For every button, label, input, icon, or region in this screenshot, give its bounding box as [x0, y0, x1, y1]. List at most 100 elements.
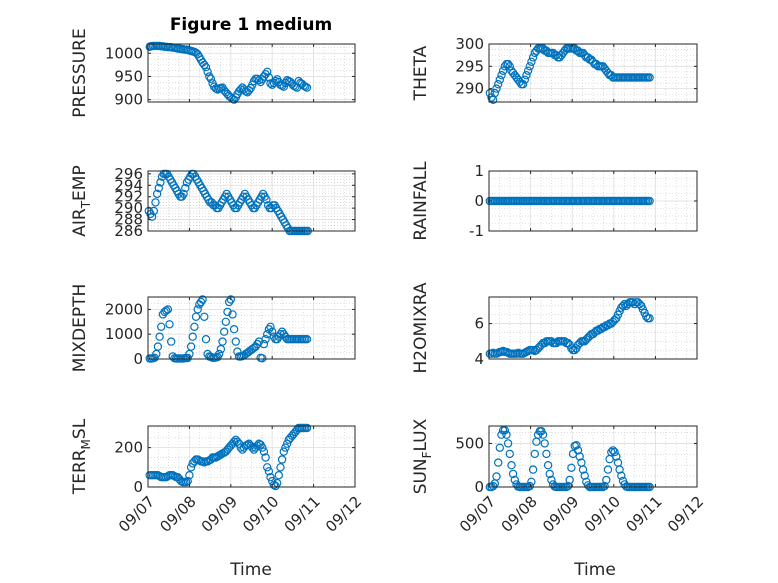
axes-box [147, 425, 356, 488]
data-point [543, 461, 553, 470]
data-point [645, 314, 654, 323]
series-pressure [145, 41, 312, 104]
y-tick-label: 4 [474, 350, 484, 368]
data-point [494, 79, 503, 89]
data-point [261, 335, 270, 344]
data-point [615, 465, 624, 474]
data-point [490, 88, 499, 98]
data-point [545, 469, 554, 479]
axes-box [147, 170, 356, 232]
y-tick-label: 286 [114, 222, 143, 240]
data-point [565, 475, 574, 485]
y-tick-label: 6 [474, 315, 484, 333]
series-mixdepth [145, 295, 312, 363]
subplot-mixdepth: 0 1000 2000 MIXDEPTH [70, 284, 356, 373]
data-point [507, 461, 516, 470]
data-point [522, 70, 531, 80]
y-tick-label: 290 [455, 80, 484, 98]
subplot-h2omixra: 4 6 H2OMIXRA [411, 282, 698, 374]
axes-box [147, 296, 356, 360]
y-label-subscript: T [79, 200, 93, 209]
y-label-main: TERR [70, 449, 90, 495]
figure-title: Figure 1 medium [170, 15, 332, 35]
y-tick-label: 200 [114, 439, 143, 457]
axes-box [147, 43, 356, 103]
data-point [580, 471, 589, 480]
y-tick-label: 296 [114, 165, 143, 183]
data-point [508, 469, 518, 479]
data-point [495, 75, 504, 84]
data-point [266, 79, 275, 88]
data-point [567, 463, 576, 472]
y-tick-label: -1 [469, 222, 484, 240]
data-point [302, 335, 312, 344]
data-point [262, 195, 271, 204]
data-point [231, 337, 240, 346]
subplot-theta: 290 295 300 THETA [411, 35, 698, 105]
data-point [264, 73, 274, 82]
series-sun-flux [485, 426, 654, 492]
y-label-rest: EMP [70, 165, 90, 201]
data-point [498, 66, 508, 76]
x-axis-label-left: Time [229, 560, 272, 580]
y-tick-label: 950 [114, 67, 143, 85]
axes-box [488, 425, 698, 488]
data-point [302, 83, 312, 92]
data-point [156, 178, 165, 187]
data-point [190, 322, 199, 331]
data-point [198, 295, 207, 304]
data-point [578, 465, 588, 474]
data-point [523, 66, 533, 76]
data-point [607, 447, 616, 457]
y-label-subscript: M [79, 439, 93, 449]
data-point [181, 477, 191, 487]
data-point [618, 301, 628, 311]
data-point [181, 183, 190, 193]
data-point [505, 449, 514, 459]
data-point [527, 57, 536, 67]
data-point [203, 67, 212, 77]
data-point [281, 443, 290, 452]
data-point [645, 196, 654, 206]
data-point [149, 206, 158, 216]
data-point [527, 477, 536, 486]
data-point [258, 443, 267, 452]
y-tick-label: 900 [114, 91, 143, 109]
data-point [200, 312, 209, 321]
data-point [161, 306, 171, 315]
data-point [223, 307, 232, 317]
data-point [205, 72, 214, 81]
y-tick-label: 292 [114, 188, 143, 206]
data-point [183, 476, 192, 486]
data-point [155, 332, 164, 341]
data-point [610, 447, 619, 457]
data-point [547, 475, 556, 485]
data-point [214, 349, 224, 359]
y-tick-label: 500 [455, 434, 484, 452]
data-point [259, 339, 269, 349]
data-point [201, 62, 211, 72]
data-point [603, 465, 613, 474]
y-axis-label: RAINFALL [411, 161, 431, 241]
data-point [151, 198, 160, 207]
data-point [226, 295, 235, 304]
data-point [485, 88, 494, 98]
data-point [229, 325, 239, 334]
y-tick-label: 290 [114, 199, 143, 217]
data-point [279, 82, 288, 91]
data-point [264, 467, 274, 476]
data-point [216, 344, 226, 354]
y-tick-label: 0 [474, 478, 484, 496]
data-point [492, 472, 501, 481]
data-point [497, 70, 506, 80]
y-axis-label: SUNFLUX [411, 418, 434, 494]
y-axis-label: MIXDEPTH [70, 284, 90, 373]
data-point [572, 441, 581, 450]
data-point [258, 354, 267, 363]
y-axis-label: AIRTEMP [70, 165, 93, 236]
data-point [183, 353, 192, 363]
data-point [612, 452, 621, 461]
data-point [229, 437, 239, 446]
data-point [156, 322, 166, 331]
data-point [188, 332, 197, 341]
